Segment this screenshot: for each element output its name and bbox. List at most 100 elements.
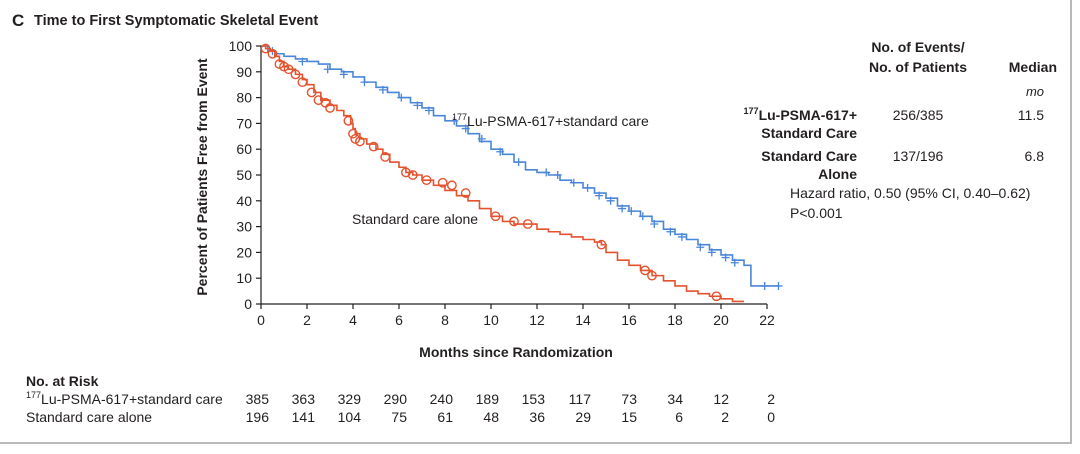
- censor-mark-lu-psma: [542, 168, 551, 177]
- censor-mark-lu-psma: [323, 65, 332, 74]
- y-tick-label: 20: [236, 244, 252, 260]
- risk-value: 29: [575, 409, 591, 425]
- risk-value: 329: [338, 391, 362, 407]
- y-tick-label: 70: [236, 115, 252, 131]
- risk-value: 385: [246, 391, 270, 407]
- series-label-lu-psma-main: Lu-PSMA-617+standard care: [467, 113, 649, 129]
- series-label-standard-care: Standard care alone: [352, 211, 478, 227]
- risk-row-lu-psma-sup: 177: [26, 390, 41, 400]
- risk-value: 2: [767, 391, 775, 407]
- censor-mark-standard-care: [437, 177, 448, 188]
- x-tick-label: 22: [759, 312, 775, 328]
- curve-standard-care: [261, 45, 744, 303]
- censor-mark-lu-psma: [378, 85, 387, 94]
- censor-mark-standard-care: [290, 69, 301, 80]
- censor-mark-lu-psma: [721, 253, 730, 262]
- censor-mark-standard-care: [260, 43, 271, 54]
- y-tick-label: 60: [236, 141, 252, 157]
- censor-mark-lu-psma: [477, 134, 486, 143]
- x-tick-label: 14: [575, 312, 591, 328]
- table-row-lu-psma-median: 11.5: [1018, 107, 1044, 123]
- table-row-standard-group-2: Alone: [818, 166, 857, 182]
- censor-mark-lu-psma: [461, 124, 470, 133]
- censor-mark-lu-psma: [514, 158, 523, 167]
- censor-mark-lu-psma: [450, 116, 459, 125]
- series-label-lu-psma: 177Lu-PSMA-617+standard care: [452, 112, 649, 129]
- plot-axes: 0 2 4 6 8 10 12 14 16 18 20 22 0 10 20 30 40 50 60 70 80 90 10…: [229, 38, 775, 328]
- censor-mark-lu-psma: [618, 204, 627, 213]
- risk-value: 6: [675, 409, 683, 425]
- y-tick-label: 50: [236, 167, 252, 183]
- risk-value: 15: [621, 409, 637, 425]
- table-unit: mo: [1026, 84, 1044, 99]
- table-header-events-1: No. of Events/: [871, 39, 964, 55]
- censor-mark-lu-psma: [583, 183, 592, 192]
- risk-value: 290: [384, 391, 408, 407]
- censor-mark-standard-care: [522, 219, 533, 229]
- censor-mark-lu-psma: [696, 243, 705, 252]
- risk-value: 153: [522, 391, 546, 407]
- censor-mark-lu-psma: [424, 106, 433, 115]
- risk-row-standard-label: Standard care alone: [26, 409, 152, 425]
- censor-mark-lu-psma: [413, 101, 422, 110]
- p-value: P<0.001: [790, 205, 843, 221]
- x-tick-label: 20: [713, 312, 729, 328]
- table-row-standard-events: 137/196: [893, 148, 944, 164]
- curve-lu-psma: [261, 45, 779, 287]
- risk-value: 36: [529, 409, 545, 425]
- censor-mark-lu-psma: [707, 248, 716, 257]
- censor-mark-lu-psma: [397, 93, 406, 102]
- y-tick-label: 10: [236, 270, 252, 286]
- y-tick-label: 100: [229, 38, 253, 54]
- censor-mark-standard-care: [283, 64, 294, 75]
- censor-mark-lu-psma: [677, 232, 686, 241]
- censor-mark-lu-psma: [666, 227, 675, 236]
- censor-mark-standard-care: [267, 48, 278, 59]
- risk-row-lu-psma-main: Lu-PSMA-617+standard care: [41, 391, 223, 407]
- censor-mark-standard-care: [421, 175, 432, 186]
- risk-value: 2: [721, 409, 729, 425]
- y-tick-label: 80: [236, 90, 252, 106]
- table-row-standard-group-1: Standard Care: [761, 148, 857, 164]
- censor-mark-lu-psma: [760, 281, 769, 290]
- censor-mark-standard-care: [509, 216, 519, 227]
- censor-mark-standard-care: [407, 170, 418, 180]
- risk-value: 141: [292, 409, 316, 425]
- panel-letter: C: [12, 11, 24, 30]
- x-tick-label: 18: [667, 312, 683, 328]
- censor-mark-standard-care: [297, 77, 308, 88]
- y-tick-label: 40: [236, 193, 252, 209]
- censor-mark-lu-psma: [638, 212, 647, 221]
- risk-value: 48: [483, 409, 499, 425]
- censor-mark-lu-psma: [774, 281, 783, 290]
- table-row-lu-psma-group-1: 177Lu-PSMA-617+: [744, 106, 857, 123]
- risk-value: 73: [621, 391, 637, 407]
- table-row-lu-psma-events: 256/385: [893, 107, 944, 123]
- censor-mark-standard-care: [596, 239, 607, 250]
- censor-mark-standard-care: [446, 180, 457, 191]
- table-header-events-2: No. of Patients: [869, 59, 967, 75]
- y-tick-label: 0: [244, 296, 252, 312]
- censor-mark-standard-care: [380, 152, 391, 162]
- x-tick-label: 8: [441, 312, 449, 328]
- censor-mark-lu-psma: [627, 207, 636, 216]
- table-row-lu-psma-group-main: Lu-PSMA-617+: [759, 107, 857, 123]
- censor-mark-lu-psma: [569, 178, 578, 187]
- censor-mark-standard-care: [354, 136, 365, 147]
- censor-mark-lu-psma: [339, 70, 348, 79]
- risk-value: 0: [767, 409, 775, 425]
- risk-value: 104: [338, 409, 362, 425]
- risk-value: 34: [667, 391, 683, 407]
- series-label-lu-psma-sup: 177: [452, 112, 467, 122]
- censor-mark-standard-care: [368, 141, 379, 152]
- censor-mark-standard-care: [306, 87, 317, 98]
- table-row-standard-median: 6.8: [1025, 148, 1045, 164]
- x-tick-label: 10: [483, 312, 499, 328]
- risk-value: 75: [391, 409, 407, 425]
- censor-mark-standard-care: [490, 211, 501, 222]
- risk-value: 196: [246, 409, 270, 425]
- table-row-lu-psma-group-2: Standard Care: [761, 125, 857, 141]
- censor-mark-standard-care: [348, 128, 358, 139]
